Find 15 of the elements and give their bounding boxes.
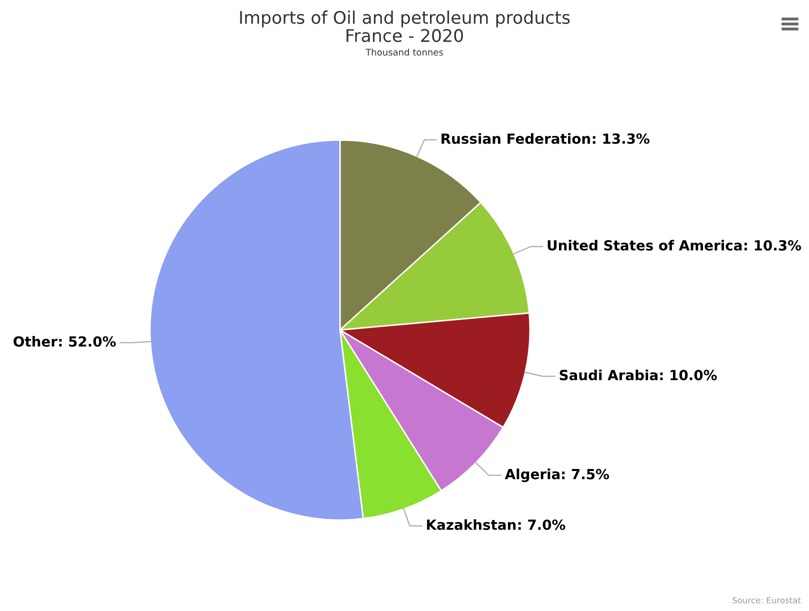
chart-title: Imports of Oil and petroleum products France - 2020 xyxy=(240,10,570,42)
slice-label: Algeria xyxy=(504,468,560,482)
chart-subtitle: Thousand tonnes xyxy=(366,48,443,56)
slice-label: Kazakhstan xyxy=(427,519,516,530)
data-label: : 10.3% xyxy=(744,240,802,251)
data-label: : 7.0% xyxy=(518,519,566,530)
source-note: Source: Eurostat xyxy=(732,597,801,604)
data-label: : 13.3% xyxy=(592,133,650,144)
slice-label: Other xyxy=(14,336,58,347)
slice-label: Russian Federation xyxy=(442,133,590,144)
slice-label: United States of America xyxy=(548,240,742,251)
data-label: : 7.5% xyxy=(562,468,610,480)
data-label: : 10.0% xyxy=(660,370,717,380)
data-label: : 52.0% xyxy=(59,336,116,347)
slice-label: Saudi Arabia xyxy=(560,370,658,380)
